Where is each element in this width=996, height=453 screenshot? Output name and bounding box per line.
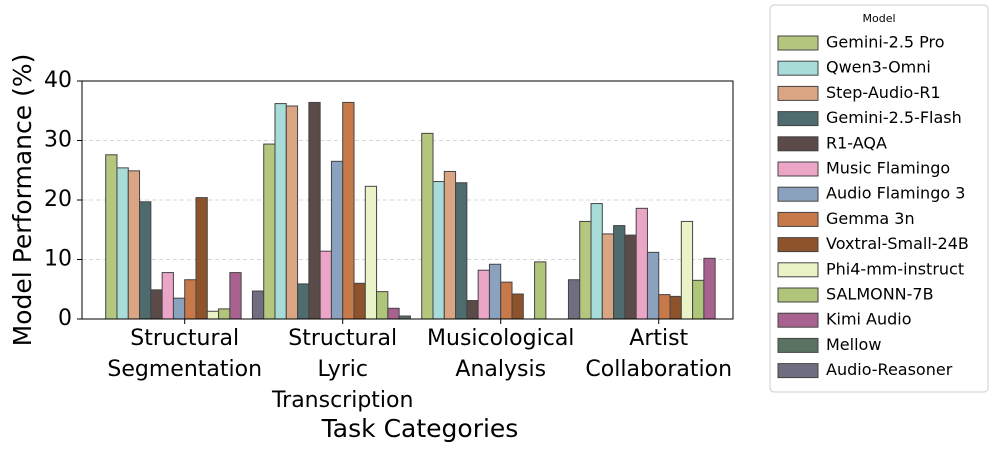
bar <box>172 297 186 320</box>
bar <box>534 261 547 320</box>
bar <box>229 272 242 320</box>
bar <box>206 310 220 320</box>
legend-label: Audio Flamingo 3 <box>826 184 965 203</box>
legend-swatch <box>777 161 819 177</box>
legend-label: Phi4-mm-instruct <box>826 259 964 278</box>
legend-label: SALMONN-7B <box>826 285 934 304</box>
legend-swatch <box>777 363 819 379</box>
bar <box>466 300 479 320</box>
bar <box>432 181 445 320</box>
legend-swatch <box>777 186 819 202</box>
legend-label: Gemma 3n <box>826 209 915 228</box>
y-tick-label: 10 <box>44 247 72 272</box>
bar <box>601 233 615 320</box>
bar <box>692 279 705 320</box>
bar <box>477 269 490 320</box>
bar <box>116 167 129 320</box>
x-tick-label: Musicological Analysis <box>427 326 574 382</box>
legend-label: Mellow <box>826 335 881 354</box>
legend-swatch <box>777 337 819 353</box>
y-tick-label: 40 <box>44 68 72 93</box>
y-tick-label: 0 <box>58 306 72 331</box>
x-tick-label: Structural Lyric Transcription <box>271 326 414 413</box>
bar <box>669 295 682 320</box>
bar <box>703 257 716 320</box>
legend-swatch <box>777 262 819 278</box>
legend-box <box>769 4 989 393</box>
bar <box>567 279 581 320</box>
bar <box>139 201 152 320</box>
legend-swatch <box>777 85 819 101</box>
bar <box>421 132 434 320</box>
bar <box>376 291 389 320</box>
x-tick-label: Structural Segmentation <box>107 326 262 382</box>
bar <box>308 101 321 320</box>
bar <box>590 203 603 320</box>
y-axis-label: Model Performance (%) <box>8 54 37 347</box>
bar <box>680 220 694 320</box>
bar <box>218 308 231 320</box>
bar <box>364 185 378 320</box>
legend-label: R1-AQA <box>826 133 887 152</box>
bar <box>387 307 400 320</box>
bar <box>613 225 626 320</box>
legend-label: Music Flamingo <box>826 159 950 178</box>
bar <box>443 170 457 320</box>
legend-label: Gemini-2.5 Pro <box>826 33 945 52</box>
legend-swatch <box>777 237 819 253</box>
bar <box>195 197 208 320</box>
legend-label: Voxtral-Small-24B <box>826 234 969 253</box>
bar <box>297 283 310 320</box>
bar <box>635 207 648 320</box>
bar <box>127 170 141 320</box>
x-axis-label: Task Categories <box>321 414 519 443</box>
legend-label: Gemini-2.5-Flash <box>826 108 962 127</box>
bar <box>161 272 174 320</box>
bar <box>263 143 276 320</box>
bar <box>330 160 344 320</box>
bar <box>624 234 637 320</box>
bar <box>285 105 299 320</box>
bar <box>319 250 332 320</box>
legend-swatch <box>777 111 819 127</box>
bar <box>646 251 660 320</box>
y-tick-label: 20 <box>44 187 72 212</box>
bar <box>500 281 513 320</box>
legend-swatch <box>777 312 819 328</box>
legend-label: Audio-Reasoner <box>826 360 953 379</box>
bar <box>274 103 287 320</box>
legend-label: Step-Audio-R1 <box>826 83 941 102</box>
legend-label: Kimi Audio <box>826 310 912 329</box>
bar <box>658 294 671 320</box>
bar <box>579 220 592 320</box>
y-tick-label: 30 <box>44 128 72 153</box>
legend-swatch <box>777 60 819 76</box>
legend-swatch <box>777 287 819 303</box>
bar <box>105 154 118 320</box>
bar <box>251 290 265 320</box>
plot-frame <box>81 80 734 320</box>
bar <box>488 263 502 320</box>
bar <box>511 293 524 320</box>
legend-swatch <box>777 211 819 227</box>
legend-swatch <box>777 136 819 152</box>
legend-title: Model <box>862 12 895 25</box>
bar <box>353 282 366 320</box>
bar <box>342 101 355 320</box>
legend-label: Qwen3-Omni <box>826 58 931 77</box>
bar <box>150 289 163 320</box>
bar <box>184 279 197 320</box>
bar <box>455 182 468 320</box>
x-tick-label: Artist Collaboration <box>585 326 732 382</box>
legend-swatch <box>777 35 819 51</box>
